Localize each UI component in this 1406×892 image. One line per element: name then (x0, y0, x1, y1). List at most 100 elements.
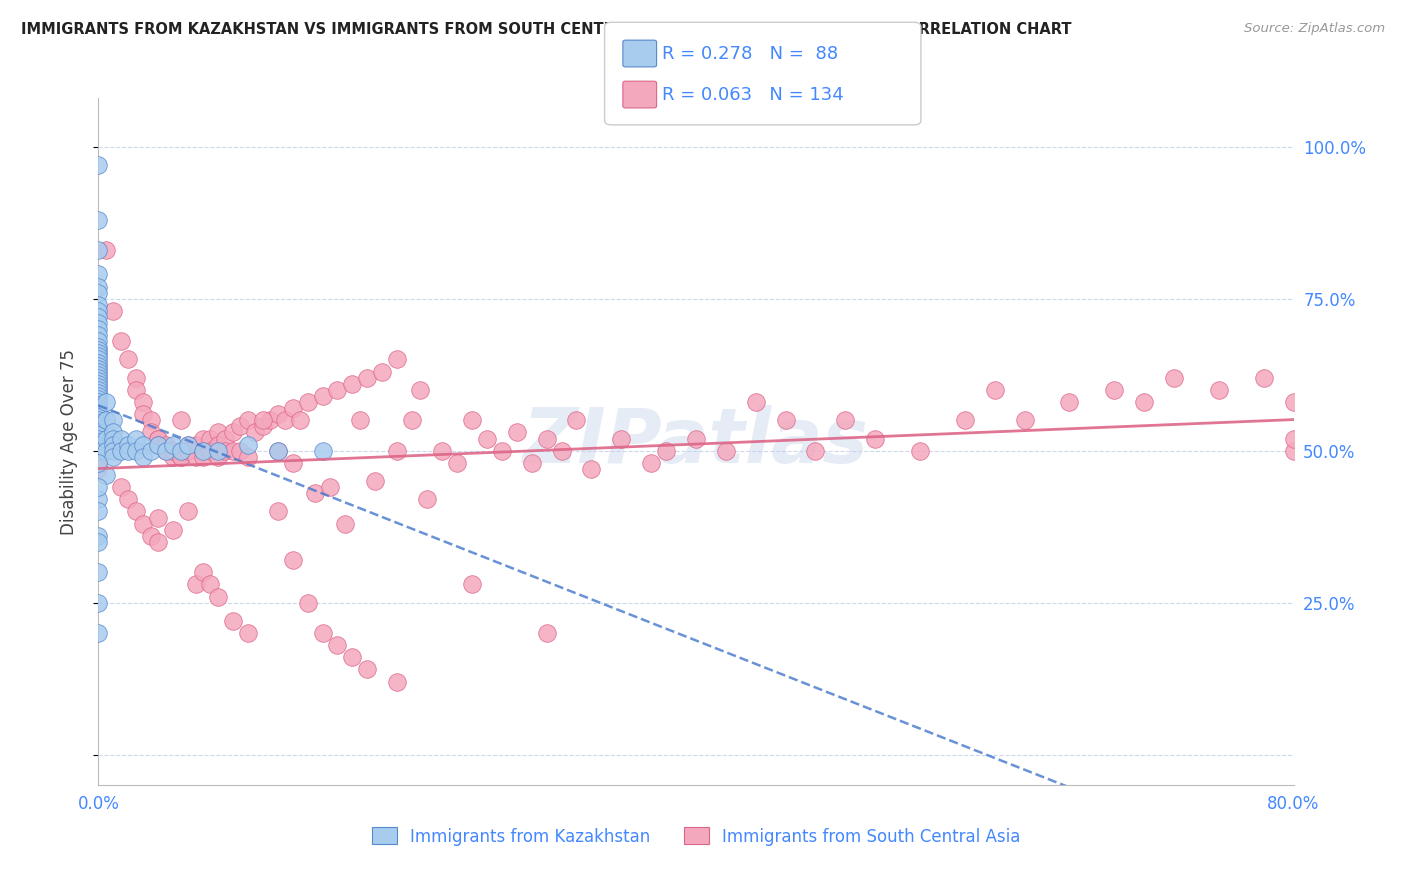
Point (139, 443, 162, 458)
Point (184, 577, 207, 591)
Point (775, 413, 797, 427)
Point (1253, 370, 1275, 384)
Point (87, 401, 110, 416)
Point (87, 596, 110, 610)
Point (125, 370, 148, 384)
Point (87, 334, 110, 349)
Text: Source: ZipAtlas.com: Source: ZipAtlas.com (1244, 22, 1385, 36)
Point (446, 456, 468, 470)
Point (1014, 413, 1036, 427)
Point (87, 340, 110, 354)
Point (371, 365, 394, 379)
Point (177, 437, 200, 451)
Point (132, 450, 155, 464)
Point (311, 626, 333, 640)
Point (87, 303, 110, 318)
Point (953, 413, 976, 427)
Point (110, 480, 132, 494)
Point (94, 243, 117, 257)
Point (103, 443, 125, 458)
Point (162, 443, 184, 458)
Point (550, 443, 572, 458)
Point (281, 456, 304, 470)
Text: R = 0.278   N =  88: R = 0.278 N = 88 (662, 45, 838, 62)
Point (475, 432, 498, 446)
Point (401, 413, 423, 427)
Point (385, 674, 409, 689)
Point (214, 432, 236, 446)
Point (87, 566, 110, 580)
Point (245, 425, 267, 440)
Point (148, 432, 170, 446)
Point (162, 443, 184, 458)
Point (87, 422, 110, 436)
Text: ZIPatlas: ZIPatlas (523, 405, 869, 478)
Point (87, 456, 110, 470)
Point (714, 443, 737, 458)
Point (834, 413, 856, 427)
Point (229, 443, 252, 458)
Point (162, 450, 184, 464)
Point (87, 343, 110, 358)
Point (685, 432, 707, 446)
Point (94, 443, 117, 458)
Point (984, 383, 1007, 397)
Point (110, 334, 132, 349)
Point (87, 534, 110, 549)
Point (288, 413, 311, 427)
Point (191, 443, 214, 458)
Point (252, 419, 274, 434)
Point (162, 437, 184, 451)
Point (281, 401, 304, 416)
Point (461, 413, 484, 427)
Point (200, 443, 222, 458)
Point (94, 432, 117, 446)
Point (177, 443, 200, 458)
Point (281, 553, 304, 567)
Point (385, 443, 409, 458)
Point (87, 383, 110, 397)
Point (103, 425, 125, 440)
Point (169, 443, 191, 458)
Point (200, 577, 222, 591)
Point (110, 432, 132, 446)
Point (87, 413, 110, 427)
Point (148, 437, 170, 451)
Point (252, 413, 274, 427)
Point (87, 346, 110, 360)
Point (326, 383, 349, 397)
Point (297, 596, 319, 610)
Point (87, 443, 110, 458)
Point (207, 590, 229, 604)
Point (342, 376, 364, 391)
Point (125, 504, 148, 518)
Point (430, 443, 453, 458)
Point (506, 425, 529, 440)
Point (87, 462, 110, 476)
Point (222, 614, 245, 628)
Point (87, 425, 110, 440)
Point (87, 212, 110, 227)
Point (139, 413, 162, 427)
Point (87, 456, 110, 470)
Point (87, 376, 110, 391)
Point (87, 492, 110, 507)
Point (87, 437, 110, 451)
Point (385, 352, 409, 367)
Point (132, 407, 155, 421)
Point (804, 443, 827, 458)
Point (87, 389, 110, 403)
Point (132, 437, 155, 451)
Point (349, 413, 371, 427)
Point (304, 486, 326, 500)
Point (87, 359, 110, 373)
Point (103, 413, 125, 427)
Point (87, 355, 110, 369)
Legend: Immigrants from Kazakhstan, Immigrants from South Central Asia: Immigrants from Kazakhstan, Immigrants f… (366, 821, 1026, 852)
Point (87, 392, 110, 406)
Point (87, 441, 110, 455)
Point (117, 352, 139, 367)
Point (191, 566, 214, 580)
Point (222, 443, 245, 458)
Point (356, 370, 378, 384)
